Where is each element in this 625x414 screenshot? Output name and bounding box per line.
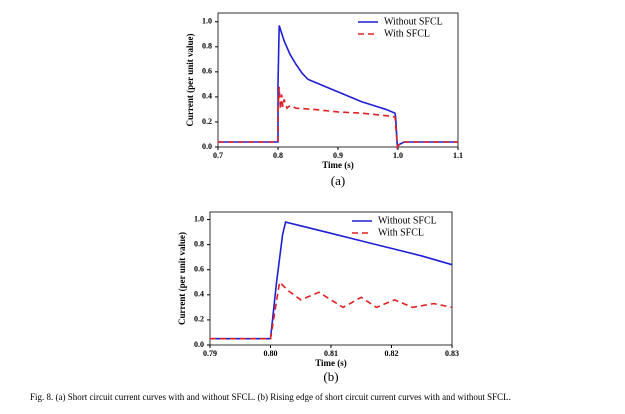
series-line <box>218 86 458 150</box>
subfigure-label: (b) <box>323 369 338 384</box>
y-axis-label: Current (per unit value) <box>177 232 187 325</box>
y-tick-label: 0.6 <box>202 67 212 76</box>
y-tick-label: 0.8 <box>202 42 212 51</box>
y-tick-label: 1.0 <box>194 214 204 223</box>
x-tick-label: 0.79 <box>203 349 217 358</box>
y-tick-label: 1.0 <box>202 17 212 26</box>
x-tick-label: 1.0 <box>393 151 403 160</box>
x-tick-label: 0.7 <box>213 151 223 160</box>
y-tick-label: 0.0 <box>194 340 204 349</box>
y-axis-label: Current (per unit value) <box>185 34 195 127</box>
x-axis-label: Time (s) <box>322 160 354 170</box>
caption: Fig. 8. (a) Short circuit current curves… <box>30 392 511 402</box>
y-tick-label: 0.4 <box>202 92 212 101</box>
x-tick-label: 0.83 <box>445 349 459 358</box>
x-tick-label: 0.81 <box>324 349 338 358</box>
y-tick-label: 0.0 <box>202 142 212 151</box>
x-tick-label: 0.82 <box>385 349 399 358</box>
x-tick-label: 1.1 <box>453 151 463 160</box>
legend-label: Without SFCL <box>384 16 443 27</box>
series-line <box>210 280 453 340</box>
y-tick-label: 0.6 <box>194 265 204 274</box>
x-axis-label: Time (s) <box>315 358 347 368</box>
legend-label: Without SFCL <box>378 215 437 226</box>
subfigure-label: (a) <box>331 173 345 188</box>
y-tick-label: 0.4 <box>194 290 204 299</box>
x-tick-label: 0.9 <box>333 151 343 160</box>
series-line <box>210 221 453 340</box>
series-line <box>218 25 458 150</box>
y-tick-label: 0.2 <box>194 315 204 324</box>
x-tick-label: 0.8 <box>273 151 283 160</box>
x-tick-label: 0.80 <box>264 349 278 358</box>
y-tick-label: 0.8 <box>194 239 204 248</box>
legend-label: With SFCL <box>384 28 430 39</box>
legend-label: With SFCL <box>378 227 424 238</box>
y-tick-label: 0.2 <box>202 117 212 126</box>
